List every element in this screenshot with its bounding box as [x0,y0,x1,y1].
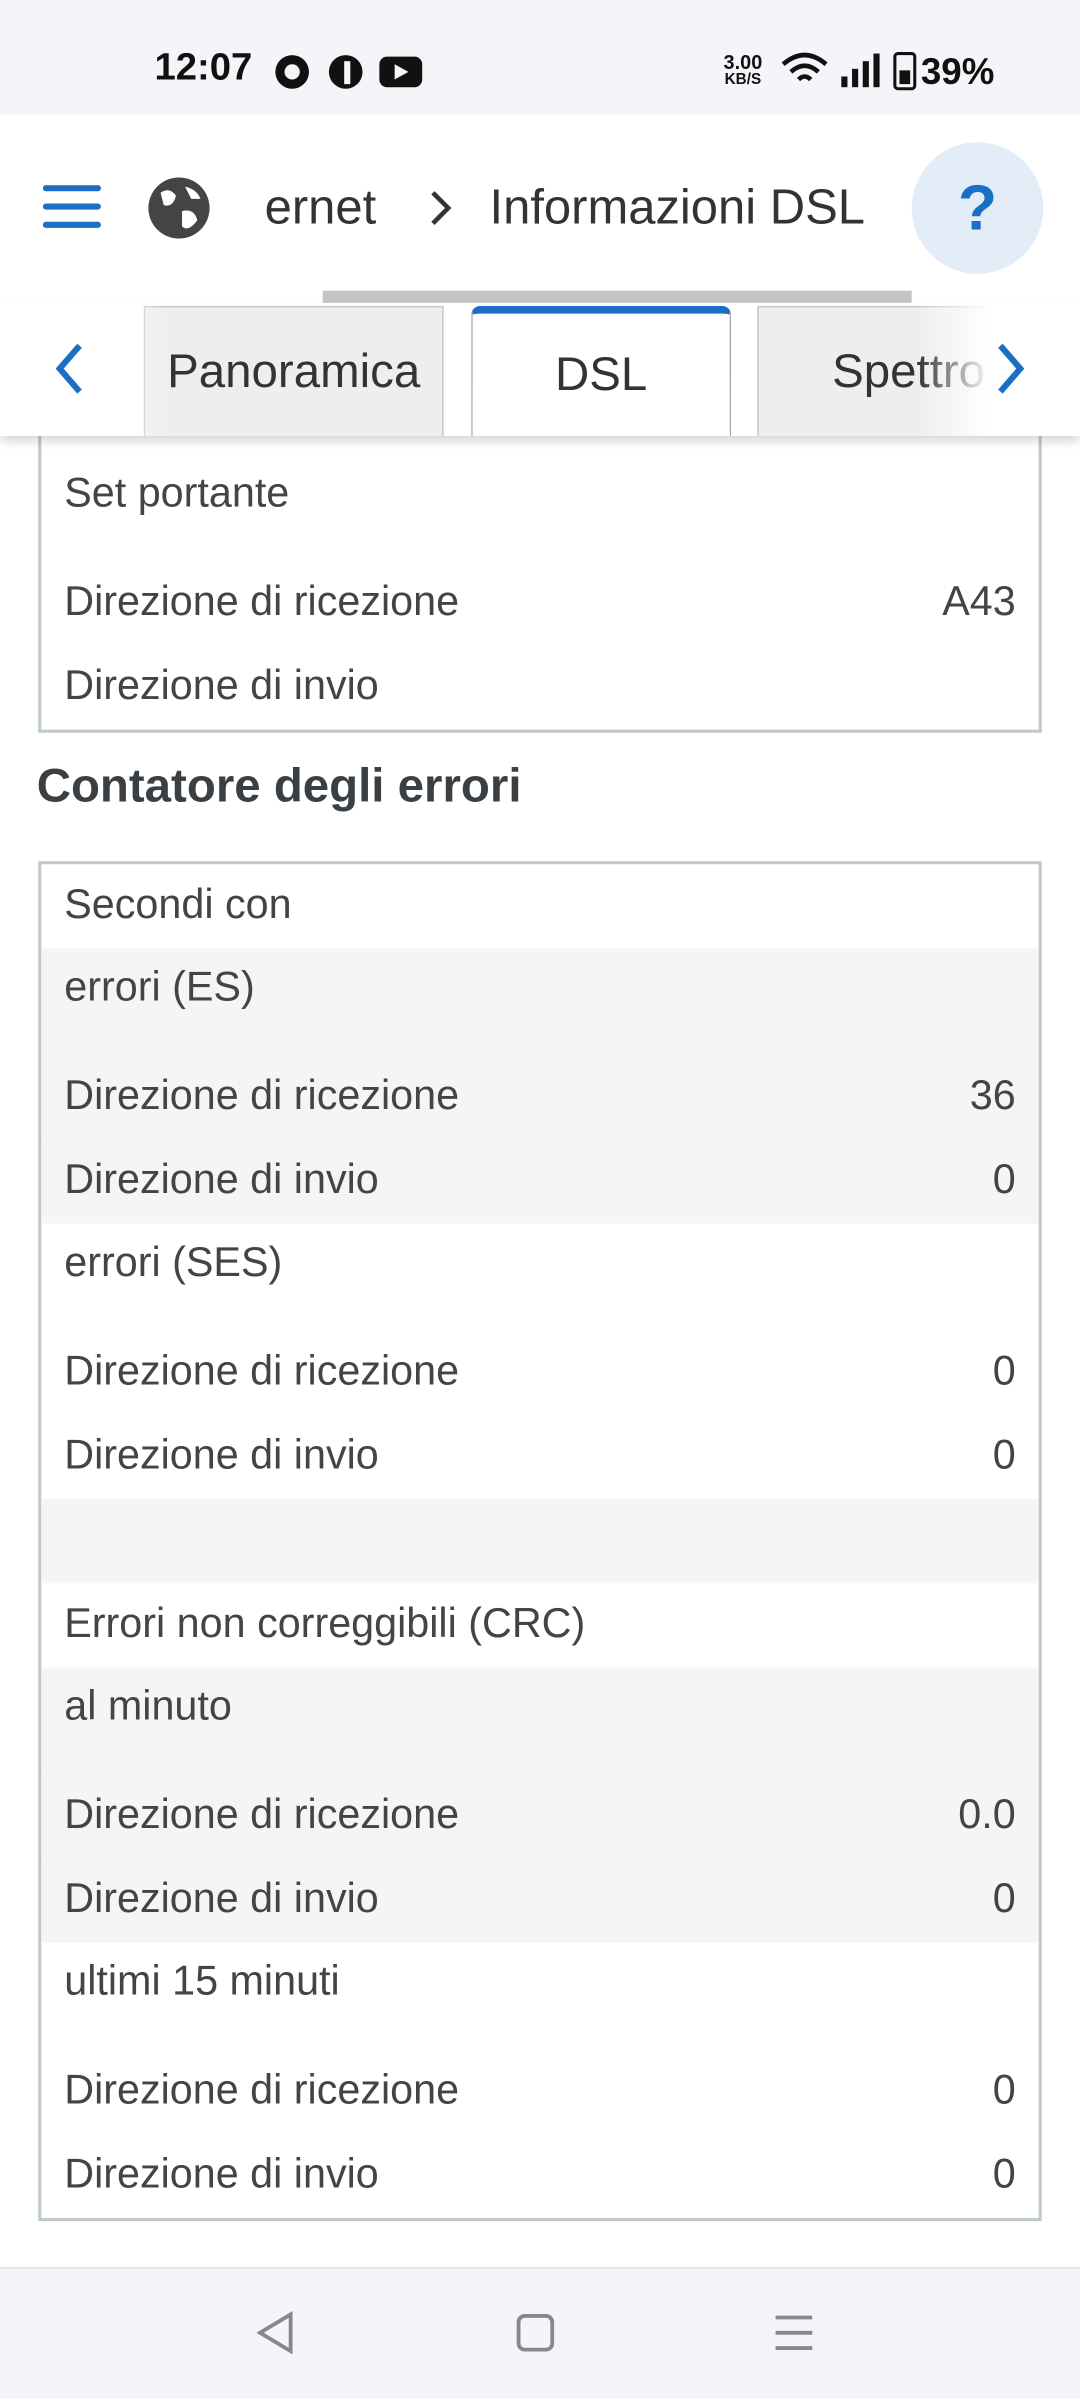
help-button[interactable]: ? [911,142,1044,274]
row-label: Direzione di invio [64,2149,379,2196]
breadcrumb-separator [431,191,452,225]
table-row: Direzione di ricezione 36 [41,1055,1039,1140]
row-label: Direzione di invio [64,661,379,708]
table-row: al minuto [41,1667,1039,1775]
tab-bar: Panoramica DSL Spettro [0,298,1080,436]
fade-right [917,298,1080,436]
globe-icon [148,177,210,239]
scroll-right[interactable] [991,341,1028,396]
row-label: Set portante [64,469,290,516]
section-title: Contatore degli errori [36,758,522,813]
row-value: 0 [992,1346,1016,1393]
row-label: Direzione di invio [64,1155,379,1202]
row-label: errori (ES) [64,963,255,1010]
row-value: 0 [992,1431,1016,1477]
carrier-table: Set portante Direzione di ricezione A43 Dir… [38,428,1042,733]
nav-back[interactable] [254,2308,300,2357]
net-speed-value: 3.00 [723,50,763,74]
tab-active[interactable]: DSL [471,305,732,436]
fade-left [0,298,169,436]
table-row: Direzione di ricezione 0 [41,2050,1038,2134]
row-value: 36 [969,1071,1016,1118]
row-label: al minuto [64,1682,232,1729]
table-row: Direzione di invio 0 [41,1415,1038,1499]
battery: 39% [920,52,995,94]
row-label: Secondi con [64,880,292,927]
table-row: Direzione di invio 0 [41,1139,1039,1224]
table-row: Errori non correggibili (CRC) [41,1583,1038,1667]
table-row: ultimi 15 minuti [41,1943,1038,2050]
clock: 12:07 [154,45,253,89]
row-value: 0.0 [958,1790,1016,1837]
breadcrumb-current: Informazioni DSL [489,178,865,235]
app-icons [275,55,423,89]
row-label: Direzione di ricezione [64,1790,460,1837]
table-row: Secondi con [41,864,1038,948]
row-value: 0 [992,1874,1016,1921]
row-label: Direzione di ricezione [64,1346,460,1393]
breadcrumb-item[interactable]: ernet [264,178,377,235]
nav-recents[interactable] [772,2311,815,2354]
table-row: Direzione di invio [41,646,1038,730]
table-row: Direzione di invio 0 [41,1858,1039,1943]
nav-home[interactable] [514,2311,557,2354]
signal-icons [781,52,917,91]
table-row: Direzione di ricezione 0 [41,1331,1038,1415]
table-row: Set portante [41,454,1038,561]
net-speed: 3.00 KB/S [723,50,763,91]
row-label: errori (SES) [64,1239,283,1285]
table-row: errori (ES) [41,948,1039,1056]
row-value: 0 [992,2149,1016,2196]
status-bar: 12:07 3.00 KB/S 39% [0,0,1080,115]
row-label: Direzione di invio [64,1431,379,1477]
row-label: Direzione di ricezione [64,2065,460,2112]
menu-button[interactable] [42,185,101,231]
row-label: Direzione di invio [64,1874,379,1921]
row-label: Errori non correggibili (CRC) [64,1599,586,1646]
table-row: Direzione di ricezione A43 [41,561,1038,645]
scroll-left[interactable] [52,341,89,396]
net-speed-unit: KB/S [724,71,762,89]
table-row: Direzione di ricezione 0.0 [41,1774,1039,1859]
row-label: ultimi 15 minuti [64,1958,340,2004]
error-table: Secondi con errori (ES) Direzione di ricez… [38,861,1042,2222]
row-value: 0 [992,1155,1016,1202]
row-value: 0 [992,2065,1016,2112]
table-row: errori (SES) [41,1224,1038,1331]
nav-bar [0,2267,1080,2399]
row-label: Direzione di ricezione [64,1071,460,1118]
row-label: Direzione di ricezione [64,577,460,624]
table-row: Direzione di invio 0 [41,2134,1038,2218]
row-value: A43 [942,577,1016,624]
scroll-indicator [322,290,912,303]
table-row [41,1499,1039,1584]
header: ernet Informazioni DSL ? [0,114,1080,299]
tab[interactable]: Panoramica [143,305,444,436]
